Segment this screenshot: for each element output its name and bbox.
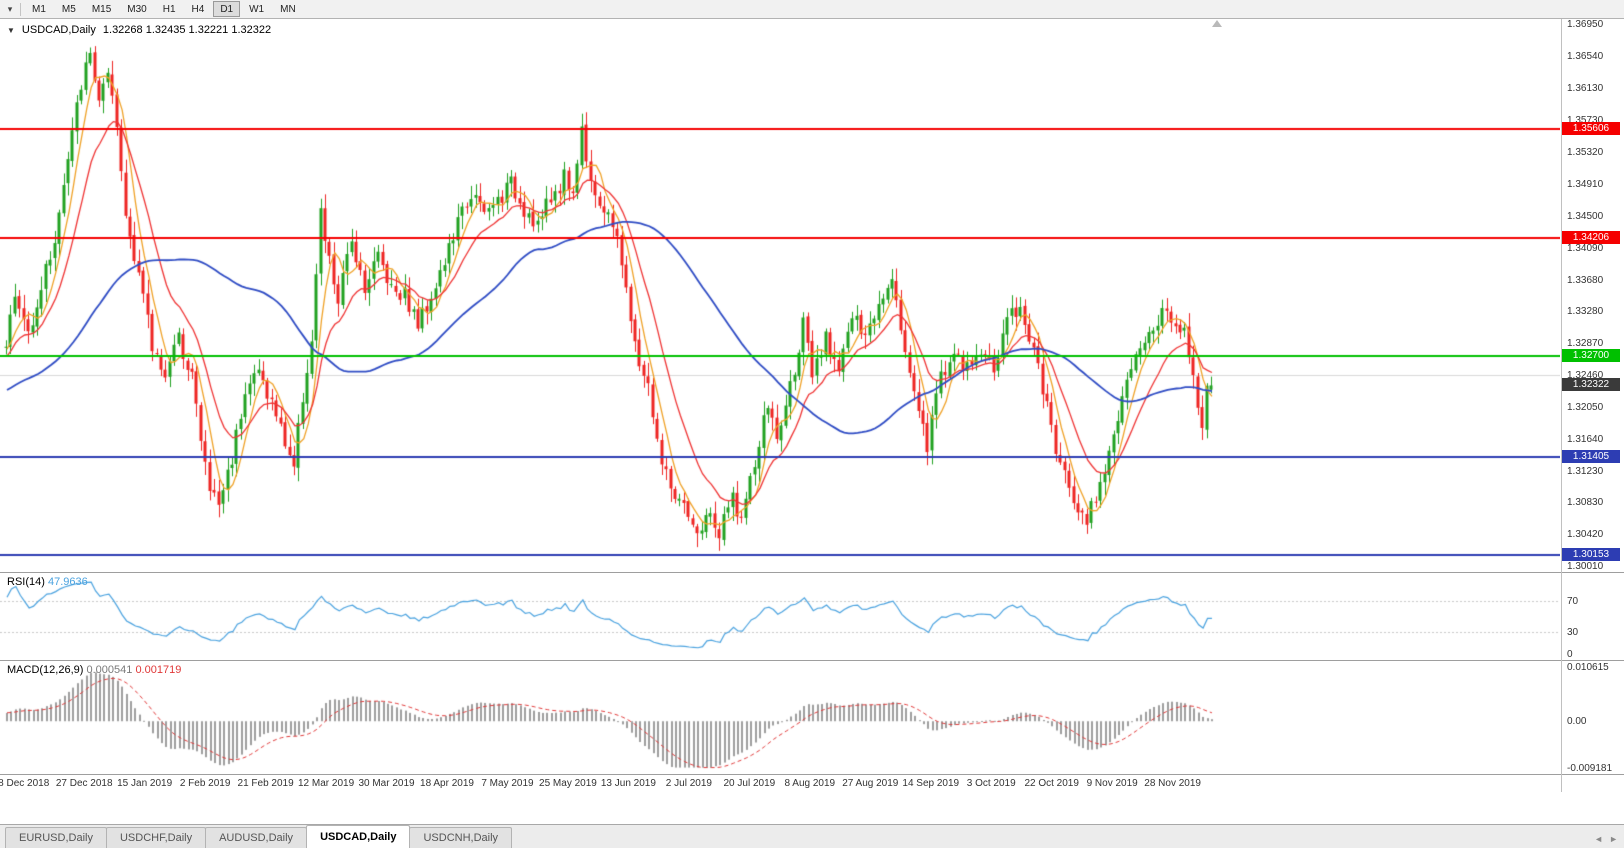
date-axis-label: 20 Jul 2019 — [723, 778, 776, 789]
macd-axis-label: 0.00 — [1567, 716, 1587, 728]
chart-tab-usdcad[interactable]: USDCAD,Daily — [306, 825, 411, 848]
chart-tab-audusd[interactable]: AUDUSD,Daily — [205, 827, 308, 848]
macd-axis-label: -0.009181 — [1567, 763, 1613, 774]
one-click-trading-toggle-icon[interactable]: ▼ — [7, 25, 15, 35]
chart-menu-dropdown-icon[interactable]: ▾ — [7, 3, 13, 14]
price-axis-tick: 1.33680 — [1567, 274, 1604, 286]
chart-header: ▼ USDCAD,Daily 1.32268 1.32435 1.32221 1… — [7, 24, 271, 36]
tab-scroll-arrows: ◄ ► — [1594, 834, 1618, 844]
price-axis-tick: 1.31640 — [1567, 433, 1604, 445]
timeframe-button-H4[interactable]: H4 — [191, 4, 205, 15]
macd-axis-label: 0.010615 — [1567, 662, 1609, 673]
support-line-1-badge: 1.31405 — [1562, 449, 1620, 463]
timeframe-button-MN[interactable]: MN — [280, 4, 296, 15]
main-price-chart-canvas[interactable] — [0, 19, 1560, 572]
macd-panel-label: MACD(12,26,9) 0.000541 0.001719 — [7, 664, 181, 676]
date-axis-label: 2 Jul 2019 — [665, 778, 712, 789]
price-axis-tick: 1.36950 — [1567, 19, 1604, 31]
price-axis-tick: 1.36540 — [1567, 51, 1604, 63]
timeframe-button-W1[interactable]: W1 — [249, 4, 265, 15]
timeframe-toolbar: ▾ M1 M5 M15 M30 H1 H4 D1 W1 MN — [0, 0, 1624, 19]
rsi-axis-label: 30 — [1567, 627, 1579, 639]
panel-separator[interactable] — [0, 572, 1624, 573]
date-axis-label: 8 Dec 2018 — [0, 778, 50, 789]
tab-scroll-left-icon[interactable]: ◄ — [1594, 834, 1604, 844]
date-axis-label: 22 Oct 2019 — [1024, 778, 1079, 789]
pivot-line-badge: 1.32700 — [1562, 348, 1620, 362]
macd-signal-value: 0.001719 — [135, 664, 182, 676]
timeframe-button-D1[interactable]: D1 — [213, 1, 241, 17]
price-axis-tick: 1.31230 — [1567, 465, 1604, 477]
price-axis-separator — [1561, 19, 1562, 792]
price-axis-tick: 1.30010 — [1567, 560, 1604, 572]
date-axis-label: 18 Apr 2019 — [420, 778, 474, 789]
macd-indicator-canvas[interactable] — [0, 661, 1560, 774]
date-axis-label: 15 Jan 2019 — [117, 778, 173, 789]
date-axis[interactable]: 8 Dec 2018 27 Dec 2018 15 Jan 2019 2 Feb 20… — [0, 775, 1560, 792]
price-axis-tick: 1.34910 — [1567, 178, 1604, 190]
timeframe-button-M30[interactable]: M30 — [127, 4, 147, 15]
symbol-period-label: USDCAD,Daily — [21, 24, 96, 36]
tab-scroll-right-icon[interactable]: ► — [1609, 834, 1618, 844]
chart-shift-marker[interactable] — [1212, 20, 1222, 27]
date-axis-label: 3 Oct 2019 — [966, 778, 1016, 789]
price-axis-tick: 1.30830 — [1567, 496, 1604, 508]
toolbar-divider — [20, 2, 21, 16]
timeframe-buttons-group: M1 M5 M15 M30 H1 H4 D1 W1 MN — [25, 1, 303, 17]
price-axis-tick: 1.30420 — [1567, 528, 1604, 540]
date-axis-label: 25 May 2019 — [539, 778, 597, 789]
timeframe-button-M15[interactable]: M15 — [91, 4, 112, 15]
price-axis-tick: 1.35730 — [1567, 114, 1604, 126]
rsi-panel-label: RSI(14) 47.9636 — [7, 576, 88, 588]
macd-name: MACD(12,26,9) — [7, 664, 84, 676]
rsi-indicator-canvas[interactable] — [0, 573, 1560, 660]
price-axis-tick: 1.32050 — [1567, 401, 1604, 413]
support-line-2-badge: 1.30153 — [1562, 547, 1620, 561]
resistance-line-2-badge: 1.34206 — [1562, 231, 1620, 245]
date-axis-label: 14 Sep 2019 — [902, 778, 960, 789]
date-axis-label: 30 Mar 2019 — [358, 778, 415, 789]
date-axis-label: 27 Aug 2019 — [842, 778, 899, 789]
date-axis-label: 8 Aug 2019 — [784, 778, 836, 789]
chart-tab-bar: EURUSD,Daily USDCHF,Daily AUDUSD,Daily USDC… — [0, 824, 1624, 848]
rsi-name: RSI(14) — [7, 576, 45, 588]
current-price-badge-badge: 1.32322 — [1562, 378, 1620, 392]
macd-main-value: 0.000541 — [86, 664, 133, 676]
panel-separator[interactable] — [0, 660, 1624, 661]
ohlc-values: 1.32268 1.32435 1.32221 1.32322 — [102, 24, 272, 36]
date-axis-label: 13 Jun 2019 — [600, 778, 656, 789]
date-axis-label: 2 Feb 2019 — [179, 778, 231, 789]
price-axis-tick: 1.34090 — [1567, 242, 1604, 254]
price-axis[interactable]: 1.36950 1.36540 1.36130 1.35730 1.35320 1.349… — [1562, 0, 1624, 792]
price-axis-tick: 1.35320 — [1567, 146, 1604, 158]
rsi-axis-label: 70 — [1567, 595, 1579, 607]
price-axis-tick: 1.34500 — [1567, 210, 1604, 222]
price-axis-tick: 1.32460 — [1567, 369, 1604, 381]
price-axis-tick: 1.32870 — [1567, 337, 1604, 349]
date-axis-label: 21 Feb 2019 — [237, 778, 294, 789]
chart-tab-usdchf[interactable]: USDCHF,Daily — [105, 827, 207, 848]
timeframe-button-M5[interactable]: M5 — [61, 4, 76, 15]
date-axis-label: 12 Mar 2019 — [297, 778, 355, 789]
date-axis-label: 27 Dec 2018 — [55, 778, 113, 789]
resistance-line-1-badge: 1.35606 — [1562, 122, 1620, 136]
rsi-axis-label: 0 — [1567, 649, 1573, 660]
chart-tabs: EURUSD,Daily USDCHF,Daily AUDUSD,Daily USDC… — [5, 825, 513, 848]
chart-tab-usdcnh[interactable]: USDCNH,Daily — [409, 827, 513, 848]
timeframe-button-H1[interactable]: H1 — [162, 4, 176, 15]
price-axis-tick: 1.36130 — [1567, 83, 1604, 95]
panel-separator[interactable] — [0, 774, 1624, 775]
date-axis-label: 7 May 2019 — [481, 778, 534, 789]
chart-tab-eurusd[interactable]: EURUSD,Daily — [5, 827, 107, 848]
price-axis-tick: 1.33280 — [1567, 305, 1604, 317]
date-axis-label: 9 Nov 2019 — [1086, 778, 1138, 789]
timeframe-button-M1[interactable]: M1 — [32, 4, 46, 15]
rsi-value: 47.9636 — [47, 576, 88, 588]
date-axis-label: 28 Nov 2019 — [1144, 778, 1201, 789]
